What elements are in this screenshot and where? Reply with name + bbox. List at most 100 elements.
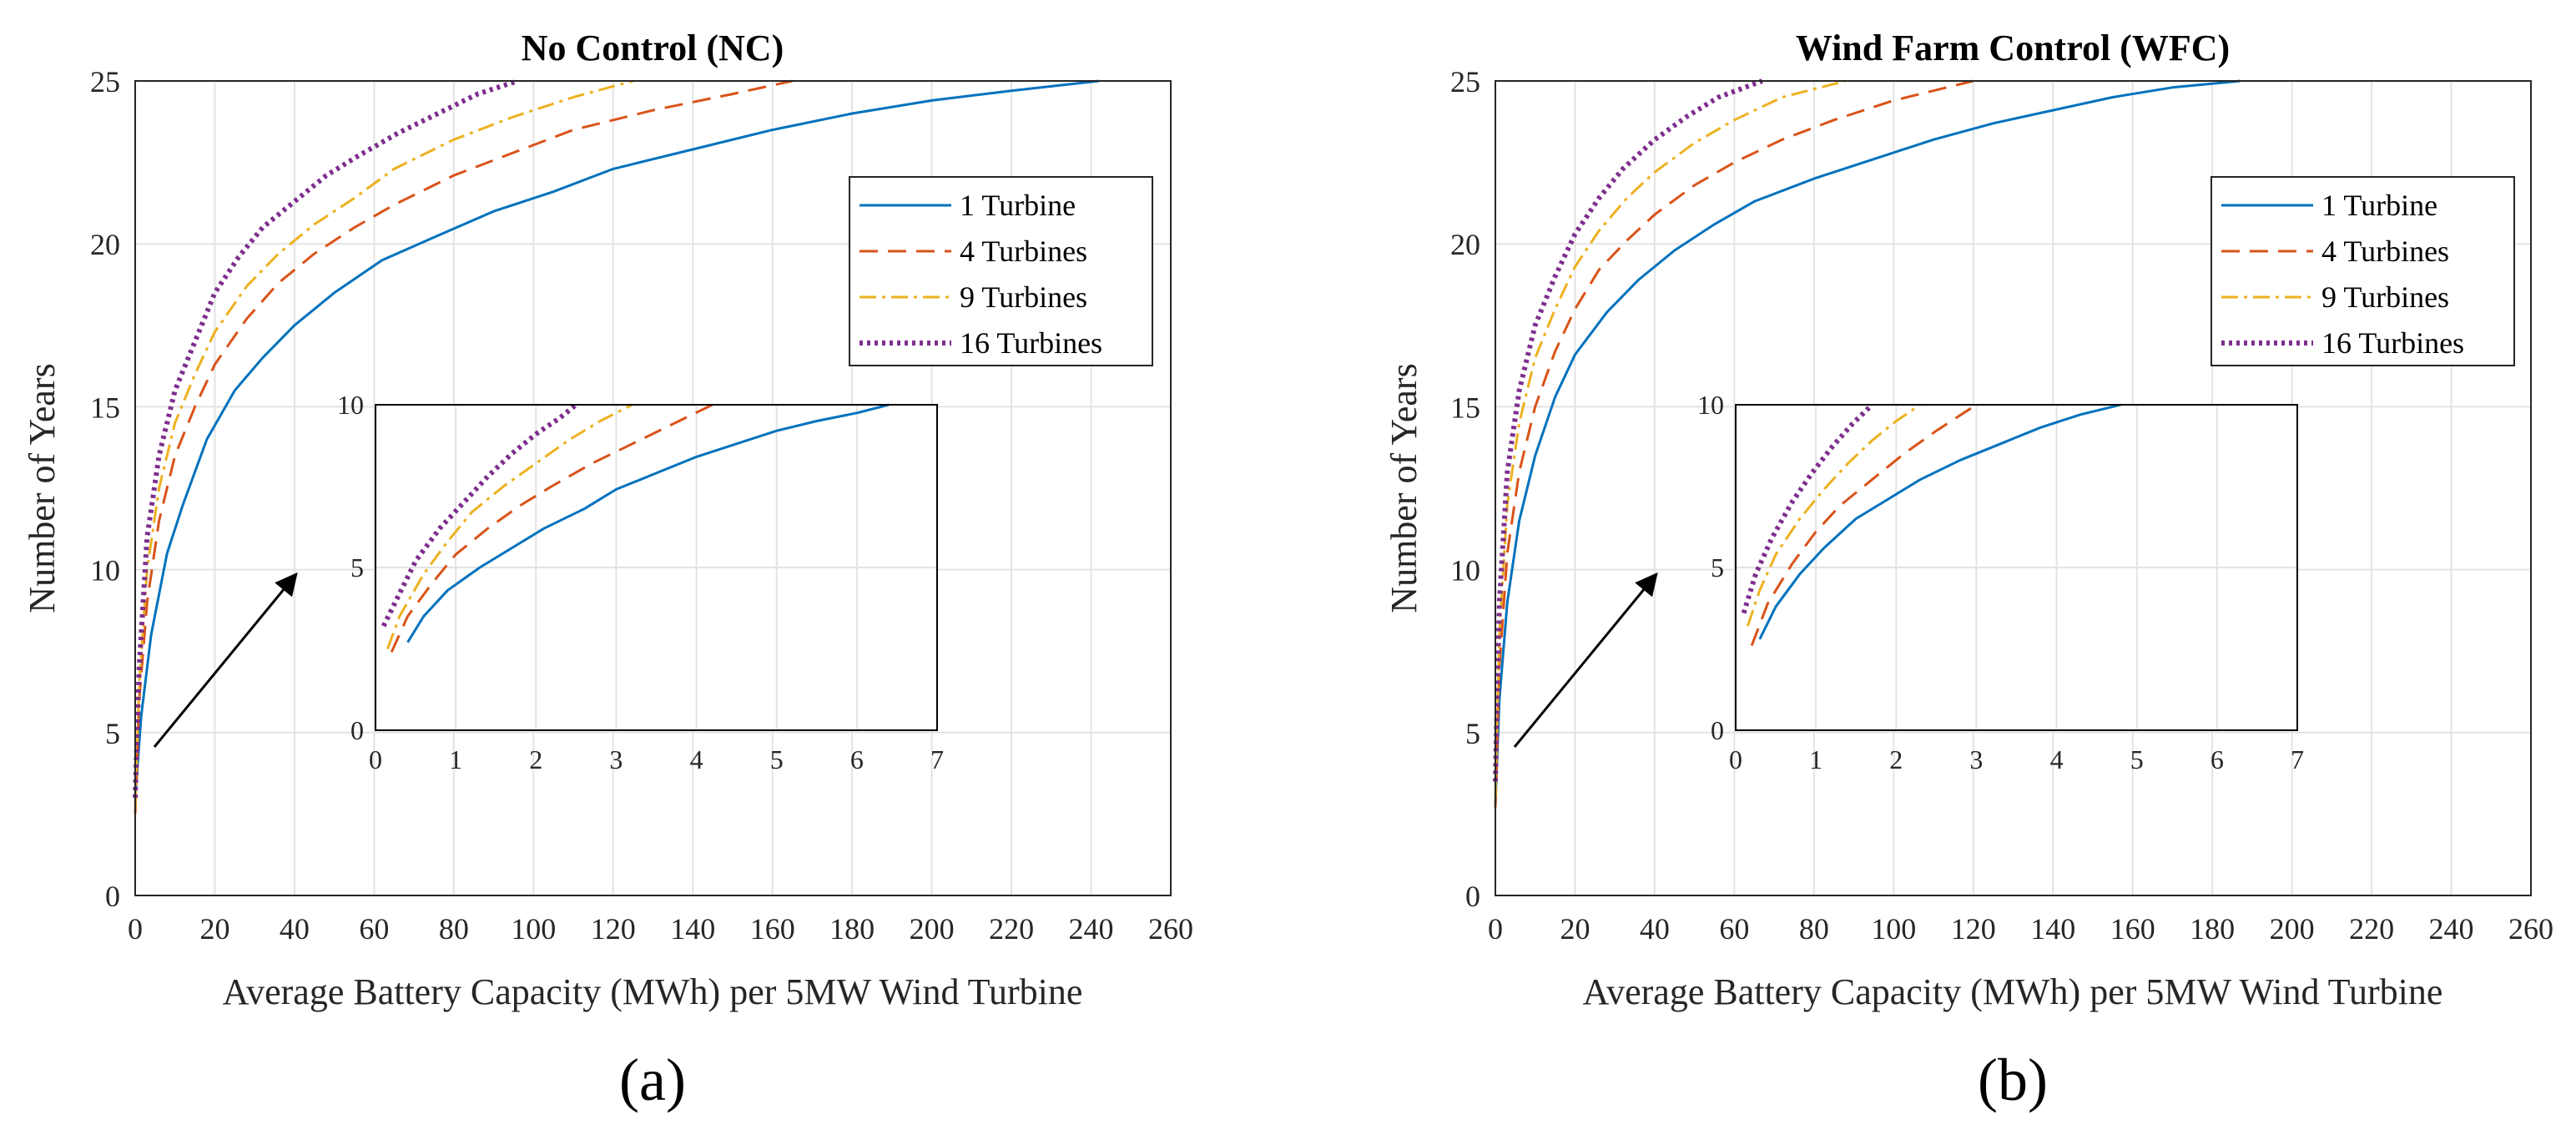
series-lines [133, 78, 1100, 815]
x-tick-label: 60 [359, 912, 389, 946]
inset-chart: 0 1 2 3 4 5 6 7 0 5 10 [337, 390, 944, 774]
inset-x-tick-labels: 0 1 2 3 4 5 6 7 [369, 744, 944, 774]
inset-x-tick-label: 7 [930, 744, 944, 774]
series-lines [1493, 78, 2241, 808]
x-tick-label: 20 [1560, 912, 1590, 946]
chart-title: Wind Farm Control (WFC) [1796, 28, 2230, 68]
y-tick-label: 5 [1465, 717, 1480, 750]
x-tick-label: 220 [989, 912, 1034, 946]
x-tick-label: 100 [1871, 912, 1916, 946]
y-axis-label: Number of Years [1384, 363, 1424, 613]
series-line [1494, 79, 1974, 808]
legend-entry: 1 Turbine [860, 189, 1076, 222]
y-tick-label: 10 [90, 554, 120, 588]
y-tick-labels: 0 5 10 15 20 25 [1450, 65, 1480, 913]
x-tick-label: 160 [750, 912, 795, 946]
inset-x-tick-label: 1 [1809, 744, 1822, 774]
legend-entry: 4 Turbines [2221, 235, 2449, 268]
legend-label: 4 Turbines [2321, 235, 2449, 268]
legend-label: 1 Turbine [2321, 189, 2437, 222]
x-tick-label: 220 [2349, 912, 2394, 946]
inset-x-tick-label: 0 [1729, 744, 1742, 774]
y-tick-label: 0 [105, 880, 120, 913]
inset-x-tick-label: 2 [1889, 744, 1903, 774]
legend: 1 Turbine 4 Turbines 9 Turbines 16 Turbi… [2211, 176, 2515, 366]
y-tick-label: 15 [1450, 391, 1480, 424]
inset-series-line [390, 403, 713, 653]
chart-panel-a: 0 20 40 60 80 100 120 140 160 180 200 220 240 260 051… [22, 28, 1193, 1113]
x-tick-label: 60 [1719, 912, 1749, 946]
inset-x-tick-label: 0 [369, 744, 382, 774]
inset-y-tick-label: 10 [337, 390, 364, 420]
inset-x-tick-label: 1 [449, 744, 462, 774]
inset-series-line [1758, 403, 2121, 640]
series-line [133, 78, 519, 798]
inset-series-line [1741, 402, 1874, 614]
legend-entry: 16 Turbines [860, 326, 1102, 360]
inset-frame [375, 404, 938, 731]
x-tick-labels: 0 20 40 60 80 100 120 140 160 180 200 220 240 260 [128, 912, 1193, 946]
y-axis-label: Number of Years [22, 363, 63, 613]
inset-x-tick-label: 7 [2291, 744, 2304, 774]
legend-box [849, 176, 1153, 366]
series-line [134, 79, 633, 808]
inset-y-tick-labels: 0 5 10 [337, 390, 364, 745]
inset-series-line [1746, 403, 1921, 627]
legend-entry: 1 Turbine [2221, 189, 2437, 222]
series-line [134, 79, 1100, 799]
inset-y-tick-label: 5 [1711, 552, 1724, 583]
inset-y-tick-label: 0 [350, 715, 364, 745]
x-tick-label: 160 [2110, 912, 2155, 946]
y-tick-labels: 0 5 10 15 20 25 [90, 65, 120, 913]
y-tick-label: 20 [90, 228, 120, 261]
x-tick-label: 240 [2429, 912, 2474, 946]
inset-y-tick-label: 0 [1711, 715, 1724, 745]
inset-x-tick-label: 3 [1969, 744, 1983, 774]
x-tick-label: 200 [2270, 912, 2315, 946]
x-tick-label: 20 [199, 912, 229, 946]
inset-y-tick-labels: 0 5 10 [1697, 390, 1724, 745]
inset-x-tick-labels: 0 1 2 3 4 5 6 7 [1729, 744, 2304, 774]
legend-entry: 9 Turbines [860, 280, 1087, 314]
inset-series-line [381, 402, 578, 628]
inset-chart: 0 1 2 3 4 5 6 7 0 5 10 [1697, 390, 2304, 774]
y-tick-label: 25 [90, 65, 120, 98]
x-tick-label: 0 [128, 912, 143, 946]
y-tick-label: 20 [1450, 228, 1480, 261]
x-tick-label: 40 [280, 912, 310, 946]
x-tick-labels: 0 20 40 60 80 100 120 140 160 180 200 220 240 260 [1488, 912, 2553, 946]
legend-label: 1 Turbine [960, 189, 1076, 222]
chart-title: No Control (NC) [522, 28, 784, 68]
x-tick-label: 80 [439, 912, 469, 946]
inset-x-tick-label: 3 [609, 744, 623, 774]
y-tick-label: 15 [90, 391, 120, 424]
inset-x-tick-label: 6 [2211, 744, 2224, 774]
x-axis-label: Average Battery Capacity (MWh) per 5MW W… [223, 971, 1083, 1012]
legend-entry: 9 Turbines [2221, 280, 2449, 314]
y-tick-label: 0 [1465, 880, 1480, 913]
x-tick-label: 120 [1951, 912, 1996, 946]
y-tick-label: 5 [105, 717, 120, 750]
legend-label: 16 Turbines [960, 326, 1102, 360]
x-tick-label: 180 [829, 912, 875, 946]
inset-y-tick-label: 5 [350, 552, 364, 583]
x-tick-label: 260 [1148, 912, 1193, 946]
x-tick-label: 200 [910, 912, 955, 946]
y-tick-label: 10 [1450, 554, 1480, 588]
inset-x-tick-label: 4 [690, 744, 703, 774]
x-tick-label: 180 [2190, 912, 2235, 946]
zoom-arrow [153, 572, 298, 748]
inset-series-line [406, 403, 890, 643]
inset-series-line [386, 403, 633, 650]
x-tick-label: 120 [591, 912, 636, 946]
inset-y-tick-label: 10 [1697, 390, 1724, 420]
x-tick-label: 40 [1640, 912, 1670, 946]
inset-x-tick-label: 5 [2130, 744, 2144, 774]
plot-frame [1495, 80, 2532, 896]
legend-label: 9 Turbines [2321, 280, 2449, 314]
x-tick-label: 140 [670, 912, 715, 946]
panel-label: (a) [619, 1047, 686, 1113]
y-tick-label: 25 [1450, 65, 1480, 98]
legend-entry: 4 Turbines [860, 235, 1087, 268]
